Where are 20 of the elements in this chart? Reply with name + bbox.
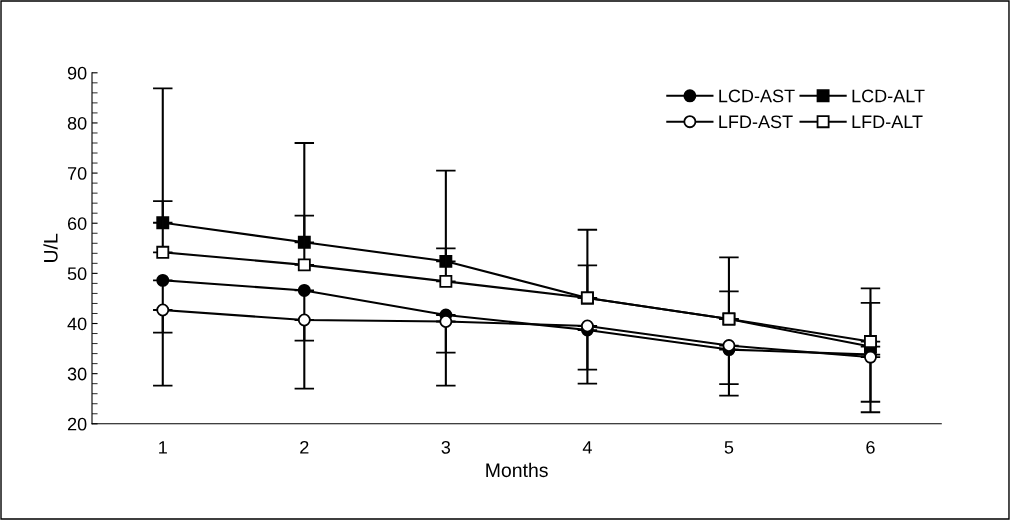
y-tick-label: 20 [67, 417, 87, 431]
y-tick-label: 50 [67, 267, 87, 281]
x-tick-label: 4 [582, 441, 592, 454]
x-tick-label: 3 [441, 440, 451, 454]
y-tick-label: 80 [67, 116, 87, 130]
y-tick-label: 40 [67, 317, 87, 331]
x-tick-label: 5 [724, 441, 734, 454]
x-tick-label: 1 [159, 441, 167, 454]
legend-label: LFD-ALT [852, 115, 923, 128]
y-tick-label: 90 [67, 66, 87, 80]
legend-label: LFD-AST [719, 115, 793, 129]
y-tick-label: 60 [67, 217, 87, 230]
x-tick-label: 2 [300, 440, 309, 454]
x-axis-title: Months [486, 462, 548, 478]
x-tick-label: 6 [866, 440, 875, 454]
y-tick-label: 30 [67, 367, 87, 381]
y-tick-label: 70 [67, 167, 87, 180]
legend-label: LCD-AST [719, 89, 795, 103]
legend-label: LCD-ALT [852, 89, 925, 103]
y-axis-title: U/L [43, 233, 58, 262]
